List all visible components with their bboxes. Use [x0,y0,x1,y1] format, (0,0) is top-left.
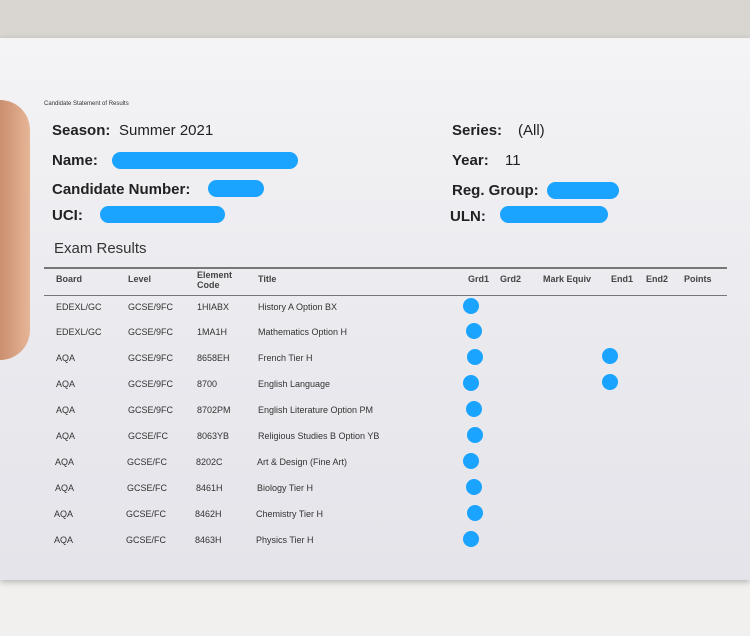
grade-redaction [467,349,483,365]
header-end1: End1 [611,274,634,284]
candidate-number-redaction [208,180,264,197]
uln-redaction [500,206,608,223]
element-code-cell: 8658EH [197,353,230,363]
level-cell: GCSE/9FC [128,379,174,389]
season-label: Season: [52,122,111,139]
results-sheet [0,38,750,580]
title-cell: Art & Design (Fine Art) [257,457,348,467]
grade-redaction [467,427,483,443]
board-cell: AQA [56,353,76,363]
board-cell: AQA [56,379,76,389]
table-top-rule [44,267,727,269]
end1-redaction [602,374,618,390]
element-code-cell: 1HIABX [197,302,230,312]
board-cell: AQA [54,509,74,519]
element-code-cell: 8700 [197,379,218,389]
uln-label: ULN: [450,208,486,225]
board-cell: AQA [56,405,76,415]
element-code-cell: 8702PM [197,405,231,415]
thumb [0,100,30,360]
level-cell: GCSE/9FC [128,353,174,363]
title-cell: Physics Tier H [256,535,314,545]
uci-label: UCI: [52,207,83,224]
title-cell: History A Option BX [258,302,338,312]
title-cell: Religious Studies B Option YB [258,431,380,441]
level-cell: GCSE/9FC [128,327,174,337]
title-cell: Biology Tier H [257,483,314,493]
header-title: Title [258,274,277,284]
grade-redaction [463,531,479,547]
element-code-cell: 8463H [195,535,222,545]
end1-redaction [602,348,618,364]
header-end2: End2 [646,274,669,284]
header-mark-equiv: Mark Equiv [543,274,592,284]
title-cell: Mathematics Option H [258,327,348,337]
board-cell: AQA [56,431,76,441]
header-element-code: Element Code [197,270,233,290]
level-cell: GCSE/9FC [128,302,174,312]
grade-redaction [466,323,482,339]
board-cell: AQA [55,457,75,467]
name-label: Name: [52,152,98,169]
header-level: Level [128,274,152,284]
level-cell: GCSE/FC [127,483,168,493]
header-grd2: Grd2 [500,274,522,284]
board-cell: AQA [55,483,75,493]
header-grd1: Grd1 [468,274,490,284]
title-cell: Chemistry Tier H [256,509,324,519]
year-label: Year: [452,152,489,169]
board-cell: AQA [54,535,74,545]
reg-group-redaction [547,182,619,199]
uci-redaction [100,206,225,223]
title-cell: English Language [258,379,331,389]
series-value: (All) [518,122,545,139]
level-cell: GCSE/9FC [128,405,174,415]
element-code-cell: 8202C [196,457,223,467]
element-code-cell: 8461H [196,483,223,493]
reg-group-label: Reg. Group: [452,182,539,199]
header-points: Points [684,274,712,284]
header-board: Board [56,274,83,284]
level-cell: GCSE/FC [126,535,167,545]
name-redaction [112,152,298,169]
table-header-rule [44,295,727,296]
board-cell: EDEXL/GC [56,327,102,337]
section-title: Exam Results [54,240,147,257]
title-cell: English Literature Option PM [258,405,374,415]
grade-redaction [463,298,479,314]
grade-redaction [463,453,479,469]
underlying-paper [0,575,750,636]
document-heading: Candidate Statement of Results [44,101,129,107]
series-label: Series: [452,122,503,139]
element-code-cell: 1MA1H [197,327,228,337]
element-code-cell: 8063YB [197,431,230,441]
board-cell: EDEXL/GC [56,302,102,312]
level-cell: GCSE/FC [126,509,167,519]
candidate-number-label: Candidate Number: [52,181,191,198]
grade-redaction [466,479,482,495]
grade-redaction [466,401,482,417]
level-cell: GCSE/FC [128,431,169,441]
grade-redaction [463,375,479,391]
element-code-cell: 8462H [195,509,222,519]
grade-redaction [467,505,483,521]
level-cell: GCSE/FC [127,457,168,467]
season-value: Summer 2021 [119,122,214,139]
year-value: 11 [505,152,521,169]
title-cell: French Tier H [258,353,313,363]
